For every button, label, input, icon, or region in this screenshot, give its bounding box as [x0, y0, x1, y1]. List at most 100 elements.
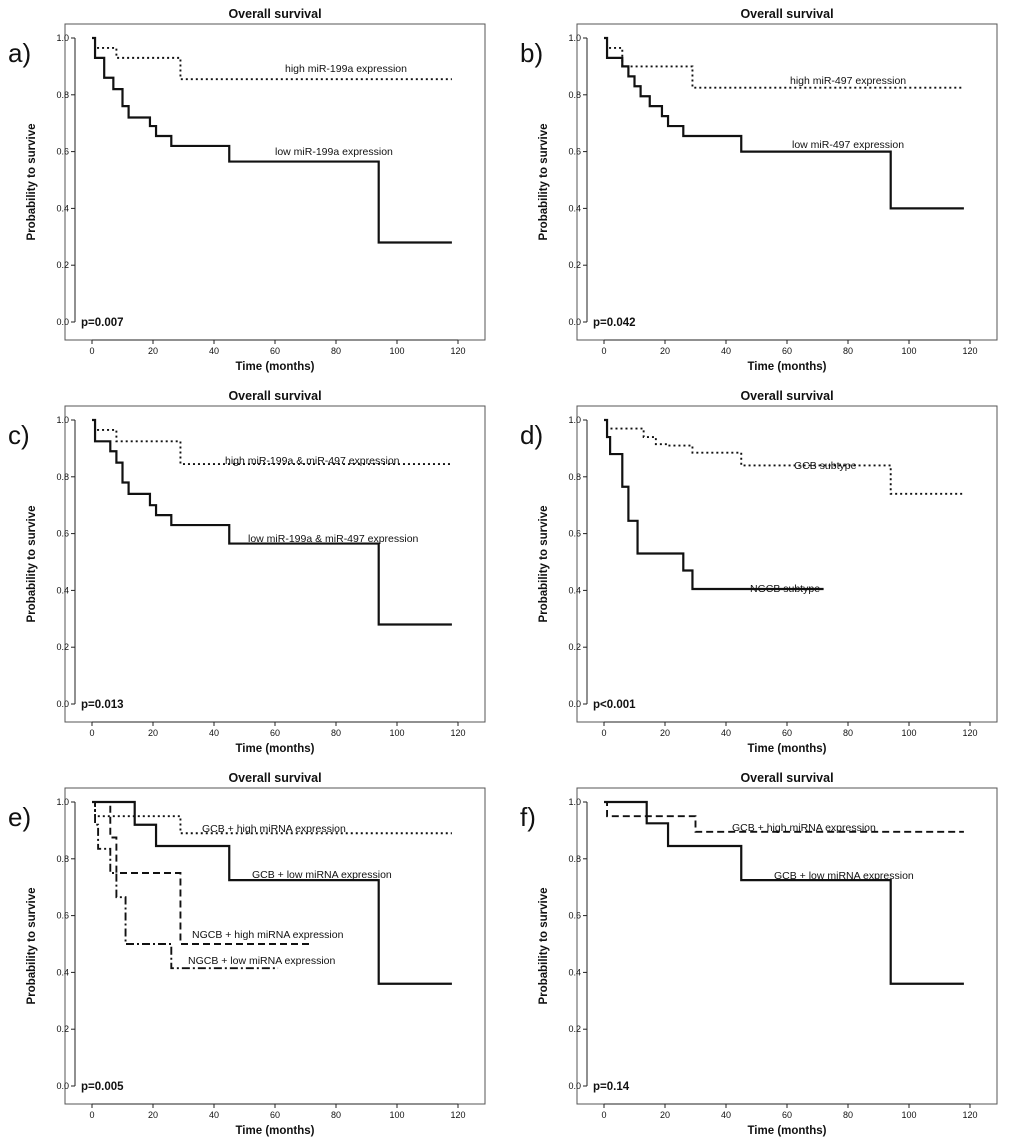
curve-annotation: low miR-497 expression	[792, 139, 904, 151]
x-tick-label: 120	[962, 346, 977, 356]
chart-title: Overall survival	[228, 389, 321, 403]
x-tick-label: 100	[389, 728, 404, 738]
survival-curve-dashed	[92, 801, 312, 945]
x-tick-label: 20	[660, 728, 670, 738]
y-tick-label: 1.0	[56, 33, 69, 43]
x-axis-label: Time (months)	[235, 743, 314, 755]
x-tick-label: 100	[901, 728, 916, 738]
plot-frame	[576, 405, 998, 723]
p-value-label: p=0.005	[81, 1081, 124, 1093]
curve-annotation: high miR-199a expression	[285, 63, 407, 75]
x-tick-label: 0	[601, 346, 606, 356]
x-tick-label: 0	[89, 1110, 94, 1120]
chart-svg: e) Overall survival 0.0 0.2 0.4 0.6 0.8 1.0 0 20 4…	[8, 771, 486, 1137]
x-tick-label: 120	[450, 728, 465, 738]
chart-title: Overall survival	[228, 7, 321, 21]
plot-frame	[64, 787, 486, 1105]
y-tick-label: 0.2	[568, 260, 581, 270]
survival-chart-f: f) Overall survival 0.0 0.2 0.4 0.6 0.8 1.0 0 20 4…	[512, 764, 1024, 1146]
y-tick-label: 0.4	[568, 585, 581, 595]
curve-annotation: GCB + high miRNA expression	[732, 822, 876, 834]
survival-curve-solid	[92, 36, 452, 244]
survival-curve-solid	[92, 800, 452, 985]
y-tick-label: 1.0	[568, 797, 581, 807]
y-tick-label: 0.4	[568, 967, 581, 977]
survival-curve-dotted	[604, 37, 964, 89]
y-tick-label: 0.4	[56, 967, 69, 977]
y-axis-label: Probability to survive	[538, 888, 550, 1005]
x-tick-label: 20	[148, 728, 158, 738]
y-axis-label: Probability to survive	[538, 506, 550, 623]
y-tick-label: 1.0	[56, 415, 69, 425]
panel-label: d)	[520, 420, 543, 450]
p-value-label: p=0.007	[81, 317, 124, 329]
curve-annotation: high miR-199a & miR-497 expression	[225, 455, 400, 467]
y-tick-label: 0.2	[56, 1024, 69, 1034]
y-tick-label: 0.6	[568, 529, 581, 539]
survival-chart-b: b) Overall survival 0.0 0.2 0.4 0.6 0.8 1.0 0 20 4…	[512, 0, 1024, 382]
y-tick-label: 0.6	[56, 529, 69, 539]
x-tick-label: 120	[450, 346, 465, 356]
curve-annotation: GCB + low miRNA expression	[252, 869, 392, 881]
survival-curve-dotted	[92, 419, 452, 465]
curve-annotation: high miR-497 expression	[790, 75, 906, 87]
curve-annotation: NGCB + low miRNA expression	[188, 955, 335, 967]
panel-label: e)	[8, 802, 31, 832]
curve-annotation: low miR-199a expression	[275, 146, 393, 158]
x-axis-label: Time (months)	[747, 1125, 826, 1137]
plot-frame	[64, 405, 486, 723]
x-axis-label: Time (months)	[235, 361, 314, 373]
chart-title: Overall survival	[228, 771, 321, 785]
p-value-label: p<0.001	[593, 699, 636, 711]
survival-chart-a: a) Overall survival 0.0 0.2 0.4 0.6 0.8 1.0 0 20 4…	[0, 0, 512, 382]
x-tick-label: 120	[962, 1110, 977, 1120]
plot-frame	[576, 23, 998, 341]
y-tick-label: 0.4	[56, 203, 69, 213]
y-tick-label: 0.2	[56, 260, 69, 270]
x-tick-label: 0	[89, 346, 94, 356]
x-tick-label: 60	[270, 346, 280, 356]
x-tick-label: 120	[962, 728, 977, 738]
y-tick-label: 0.6	[56, 911, 69, 921]
panel-label: b)	[520, 38, 543, 68]
curve-annotation: low miR-199a & miR-497 expression	[248, 533, 419, 545]
panel-label: c)	[8, 420, 30, 450]
y-tick-label: 0.4	[568, 203, 581, 213]
survival-chart-d: d) Overall survival 0.0 0.2 0.4 0.6 0.8 1.0 0 20 4…	[512, 382, 1024, 764]
p-value-label: p=0.042	[593, 317, 636, 329]
x-tick-label: 100	[389, 1110, 404, 1120]
survival-curve-solid	[92, 418, 452, 626]
chart-svg: b) Overall survival 0.0 0.2 0.4 0.6 0.8 1.0 0 20 4…	[520, 7, 998, 373]
survival-curve-dotted	[92, 37, 452, 81]
x-tick-label: 80	[331, 1110, 341, 1120]
survival-chart-c: c) Overall survival 0.0 0.2 0.4 0.6 0.8 1.0 0 20 4…	[0, 382, 512, 764]
x-tick-label: 20	[660, 346, 670, 356]
x-tick-label: 0	[601, 1110, 606, 1120]
y-axis-label: Probability to survive	[26, 888, 38, 1005]
chart-title: Overall survival	[740, 389, 833, 403]
y-tick-label: 0.0	[568, 1081, 581, 1091]
y-tick-label: 0.8	[568, 854, 581, 864]
y-axis-label: Probability to survive	[26, 124, 38, 241]
x-tick-label: 40	[209, 346, 219, 356]
y-tick-label: 0.6	[568, 147, 581, 157]
y-tick-label: 0.0	[568, 317, 581, 327]
x-tick-label: 80	[843, 728, 853, 738]
panel-label: f)	[520, 802, 536, 832]
y-tick-label: 1.0	[56, 797, 69, 807]
chart-title: Overall survival	[740, 771, 833, 785]
y-tick-label: 0.0	[568, 699, 581, 709]
y-tick-label: 1.0	[568, 415, 581, 425]
curve-annotation: NGCB + high miRNA expression	[192, 929, 344, 941]
x-tick-label: 60	[782, 728, 792, 738]
survival-curve-solid	[604, 36, 964, 210]
y-tick-label: 0.8	[56, 90, 69, 100]
x-tick-label: 80	[331, 346, 341, 356]
survival-curve-solid	[604, 418, 824, 591]
survival-curve-solid	[604, 800, 964, 985]
x-tick-label: 80	[331, 728, 341, 738]
x-tick-label: 60	[270, 1110, 280, 1120]
y-tick-label: 0.2	[568, 642, 581, 652]
y-tick-label: 1.0	[568, 33, 581, 43]
y-tick-label: 0.6	[568, 911, 581, 921]
